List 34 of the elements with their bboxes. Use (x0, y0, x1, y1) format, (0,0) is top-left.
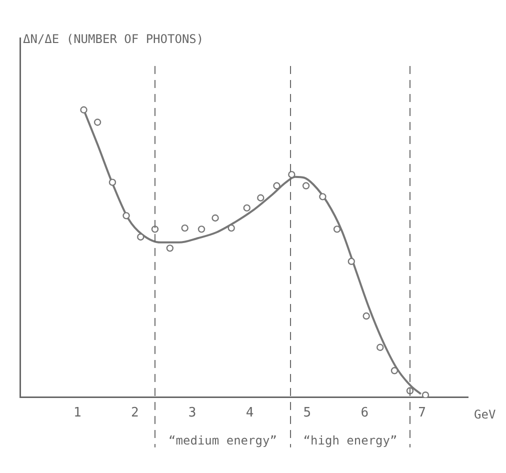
point (376, 344, 384, 351)
text: “high energy” (303, 434, 398, 448)
point (151, 226, 159, 233)
point (422, 392, 430, 398)
point (288, 170, 296, 178)
point (94, 118, 102, 126)
point (122, 212, 130, 220)
x-tick-label: 7 (418, 406, 426, 421)
point (390, 367, 398, 374)
point (243, 204, 250, 212)
point (228, 224, 235, 232)
point (333, 226, 341, 233)
x-tick-label: 5 (303, 406, 312, 421)
x-tick-label: 2 (130, 406, 139, 421)
point (302, 182, 310, 190)
point (80, 106, 88, 114)
point (362, 312, 370, 320)
point (212, 214, 219, 222)
x-axis-title: GeV (474, 408, 496, 422)
point (181, 224, 188, 232)
point (137, 233, 144, 241)
point (348, 258, 356, 266)
text: ΔN/ΔE (NUMBER OF PHOTONS) (23, 32, 204, 46)
x-tick-label: 6 (360, 406, 369, 421)
point (198, 226, 206, 233)
point (319, 193, 326, 200)
point (166, 244, 174, 252)
x-tick-label: 4 (246, 406, 254, 421)
text: “medium energy” (168, 434, 277, 448)
x-tick-label: 1 (74, 406, 82, 421)
point (257, 194, 264, 202)
point (273, 182, 280, 190)
point (108, 178, 116, 186)
x-tick-label: 3 (188, 406, 196, 421)
